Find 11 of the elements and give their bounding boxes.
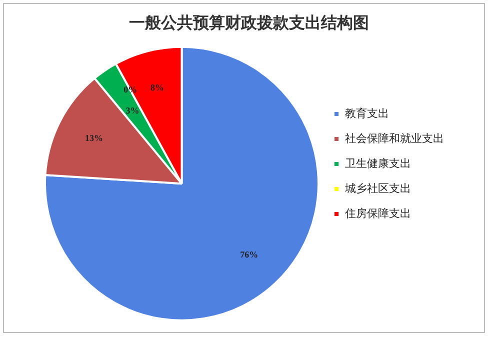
legend-label: 教育支出 xyxy=(345,106,389,120)
data-label: 13% xyxy=(85,133,104,144)
data-label: 76% xyxy=(240,250,258,260)
legend-label: 城乡社区支出 xyxy=(344,182,411,195)
legend-label: 社会保障和就业支出 xyxy=(345,132,444,145)
data-label: 3% xyxy=(126,106,140,116)
chart-title: 一般公共预算财政拨款支出结构图 xyxy=(129,12,369,32)
text: 0% xyxy=(124,84,138,94)
legend-label: 卫生健康支出 xyxy=(345,156,411,170)
data-label: 8% xyxy=(150,82,164,93)
legend-label: 住房保障支出 xyxy=(345,206,411,220)
